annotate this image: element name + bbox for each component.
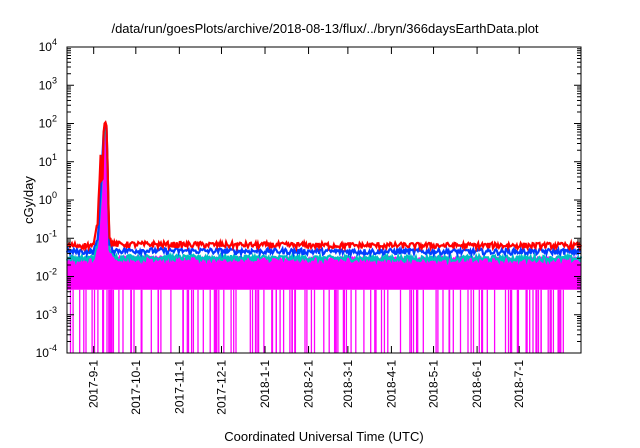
x-tick-label: 2017-9-1 — [87, 360, 101, 408]
series-line — [65, 123, 582, 259]
series-line — [66, 120, 583, 253]
series-path — [66, 131, 582, 274]
series-path — [65, 123, 582, 259]
plot-data — [65, 120, 583, 353]
x-tick-label: 2017-11-1 — [172, 360, 186, 414]
x-tick-label: 2018-5-1 — [427, 360, 441, 408]
series-line — [65, 125, 583, 266]
chart-title: /data/run/goesPlots/archive/2018-08-13/f… — [111, 21, 538, 36]
x-axis: 2017-9-1 2017-10-1 2017-11-1 2017-12-1 2018-… — [87, 47, 526, 415]
x-tick-label: 2018-1-1 — [258, 360, 272, 408]
y-tick-label: 10-1 — [36, 228, 57, 245]
x-tick-label: 2018-6-1 — [470, 360, 484, 408]
y-tick-label: 103 — [39, 75, 57, 92]
series-path — [66, 120, 583, 253]
y-tick-label: 102 — [39, 114, 57, 131]
y-tick-label: 100 — [39, 190, 57, 207]
x-tick-label: 2017-12-1 — [215, 360, 229, 415]
series-path — [65, 125, 583, 266]
y-axis-label: cGy/day — [21, 176, 36, 224]
y-tick-label: 101 — [39, 152, 57, 169]
x-tick-label: 2018-3-1 — [341, 360, 355, 408]
y-tick-label: 104 — [39, 37, 57, 54]
y-axis: 10-4 10-3 10-2 10-1 100 101 102 103 104 — [36, 37, 581, 360]
y-tick-label: 10-4 — [36, 343, 57, 360]
series-line — [66, 122, 582, 353]
y-tick-label: 10-3 — [36, 305, 57, 322]
x-tick-label: 2018-2-1 — [302, 360, 316, 408]
x-tick-label: 2018-4-1 — [384, 360, 398, 408]
series-band — [67, 122, 581, 290]
x-tick-label: 2018-7-1 — [512, 360, 526, 408]
x-tick-label: 2017-10-1 — [129, 360, 143, 415]
x-axis-label: Coordinated Universal Time (UTC) — [224, 429, 423, 444]
y-tick-label: 10-2 — [36, 267, 57, 284]
